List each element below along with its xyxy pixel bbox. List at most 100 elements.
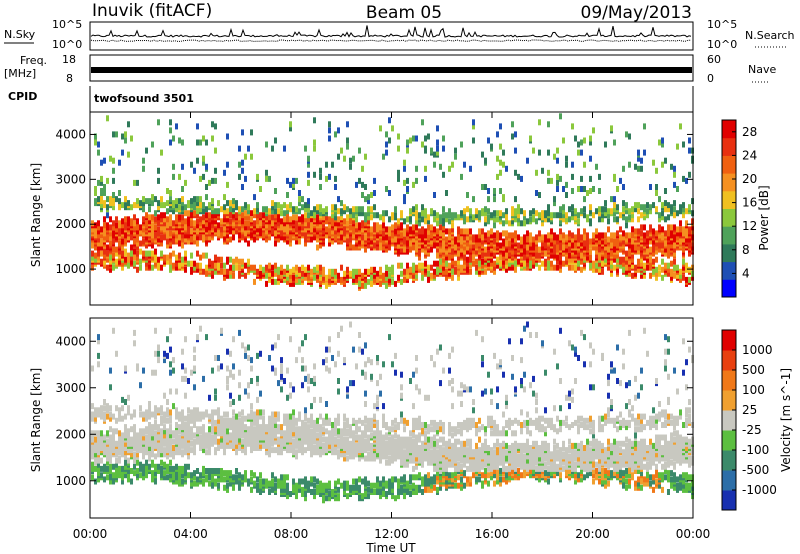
heatmap-cell bbox=[556, 212, 559, 219]
heatmap-cell bbox=[304, 202, 307, 209]
heatmap-cell bbox=[475, 234, 478, 241]
heatmap-cell bbox=[142, 415, 145, 422]
heatmap-cell bbox=[115, 417, 118, 424]
heatmap-cell bbox=[439, 258, 442, 265]
heatmap-cell bbox=[604, 232, 607, 239]
heatmap-cell bbox=[280, 373, 283, 380]
heatmap-cell bbox=[565, 216, 568, 223]
heatmap-cell bbox=[97, 228, 100, 235]
heatmap-cell bbox=[463, 208, 466, 215]
heatmap-cell bbox=[505, 252, 508, 259]
heatmap-cell bbox=[169, 409, 172, 416]
heatmap-cell bbox=[364, 212, 367, 219]
heatmap-cell bbox=[115, 258, 118, 265]
heatmap-cell bbox=[334, 272, 337, 279]
heatmap-cell bbox=[595, 248, 598, 255]
heatmap-cell bbox=[412, 272, 415, 279]
heatmap-cell bbox=[484, 157, 487, 164]
heatmap-cell bbox=[598, 216, 601, 223]
heatmap-cell bbox=[538, 119, 541, 126]
heatmap-cell bbox=[130, 468, 133, 474]
heatmap-cell bbox=[259, 409, 262, 416]
heatmap-cell bbox=[166, 417, 169, 424]
heatmap-cell bbox=[364, 184, 367, 190]
heatmap-cell bbox=[625, 131, 628, 138]
heatmap-cell bbox=[91, 365, 94, 372]
heatmap-cell bbox=[337, 230, 340, 237]
y-tick-label: 1000 bbox=[55, 262, 86, 276]
heatmap-cell bbox=[445, 212, 448, 219]
heatmap-cell bbox=[253, 426, 256, 433]
heatmap-cell bbox=[607, 226, 610, 233]
heatmap-cell bbox=[118, 258, 121, 265]
heatmap-cell bbox=[277, 208, 280, 215]
heatmap-cell bbox=[670, 274, 673, 281]
heatmap-cell bbox=[382, 244, 385, 251]
heatmap-cell bbox=[553, 153, 556, 160]
heatmap-cell bbox=[124, 202, 127, 209]
heatmap-cell bbox=[391, 264, 394, 271]
colorbar-swatch bbox=[722, 137, 736, 156]
heatmap-cell bbox=[157, 357, 160, 364]
heatmap-cell bbox=[223, 234, 226, 241]
colorbar-swatch bbox=[722, 155, 736, 174]
heatmap-cell bbox=[460, 264, 463, 271]
heatmap-cell bbox=[490, 212, 493, 219]
heatmap-cell bbox=[103, 399, 106, 405]
heatmap-cell bbox=[547, 208, 550, 215]
heatmap-cell bbox=[643, 236, 646, 243]
heatmap-cell bbox=[205, 432, 208, 439]
heatmap-cell bbox=[337, 196, 340, 203]
heatmap-cell bbox=[130, 250, 133, 257]
y-tick-label: 3000 bbox=[55, 172, 86, 186]
heatmap-cell bbox=[292, 274, 295, 281]
heatmap-cell bbox=[235, 468, 238, 474]
heatmap-cell bbox=[289, 268, 292, 275]
heatmap-cell bbox=[193, 365, 196, 372]
heatmap-cell bbox=[655, 256, 658, 263]
heatmap-cell bbox=[178, 434, 181, 441]
heatmap-cell bbox=[571, 264, 574, 271]
heatmap-cell bbox=[484, 206, 487, 213]
heatmap-cell bbox=[424, 165, 427, 172]
heatmap-cell bbox=[217, 407, 220, 414]
heatmap-cell bbox=[220, 262, 223, 269]
heatmap-cell bbox=[112, 236, 115, 243]
heatmap-cell bbox=[397, 242, 400, 249]
heatmap-cell bbox=[178, 238, 181, 245]
heatmap-cell bbox=[196, 123, 199, 130]
heatmap-cell bbox=[508, 220, 511, 227]
heatmap-cell bbox=[646, 256, 649, 263]
heatmap-cell bbox=[223, 230, 226, 237]
heatmap-cell bbox=[595, 208, 598, 215]
heatmap-cell bbox=[463, 262, 466, 269]
heatmap-cell bbox=[385, 210, 388, 217]
heatmap-cell bbox=[637, 266, 640, 273]
heatmap-cell bbox=[319, 204, 322, 211]
heatmap-cell bbox=[622, 165, 625, 172]
heatmap-cell bbox=[448, 165, 451, 172]
heatmap-cell bbox=[109, 411, 112, 418]
heatmap-cell bbox=[151, 214, 154, 221]
heatmap-cell bbox=[640, 212, 643, 219]
heatmap-cell bbox=[199, 325, 202, 332]
heatmap-cell bbox=[265, 228, 268, 235]
heatmap-cell bbox=[211, 204, 214, 211]
heatmap-cell bbox=[277, 334, 280, 341]
heatmap-cell bbox=[289, 202, 292, 209]
heatmap-cell bbox=[574, 135, 577, 142]
heatmap-cell bbox=[133, 254, 136, 261]
heatmap-cell bbox=[187, 453, 190, 460]
heatmap-cell bbox=[94, 186, 97, 192]
heatmap-cell bbox=[286, 204, 289, 211]
heatmap-cell bbox=[277, 272, 280, 279]
heatmap-cell bbox=[547, 244, 550, 251]
heatmap-cell bbox=[421, 246, 424, 253]
heatmap-cell bbox=[460, 236, 463, 243]
heatmap-cell bbox=[124, 440, 127, 447]
heatmap-cell bbox=[115, 250, 118, 257]
heatmap-cell bbox=[322, 266, 325, 273]
heatmap-cell bbox=[625, 208, 628, 215]
heatmap-cell bbox=[586, 214, 589, 221]
heatmap-cell bbox=[109, 224, 112, 231]
